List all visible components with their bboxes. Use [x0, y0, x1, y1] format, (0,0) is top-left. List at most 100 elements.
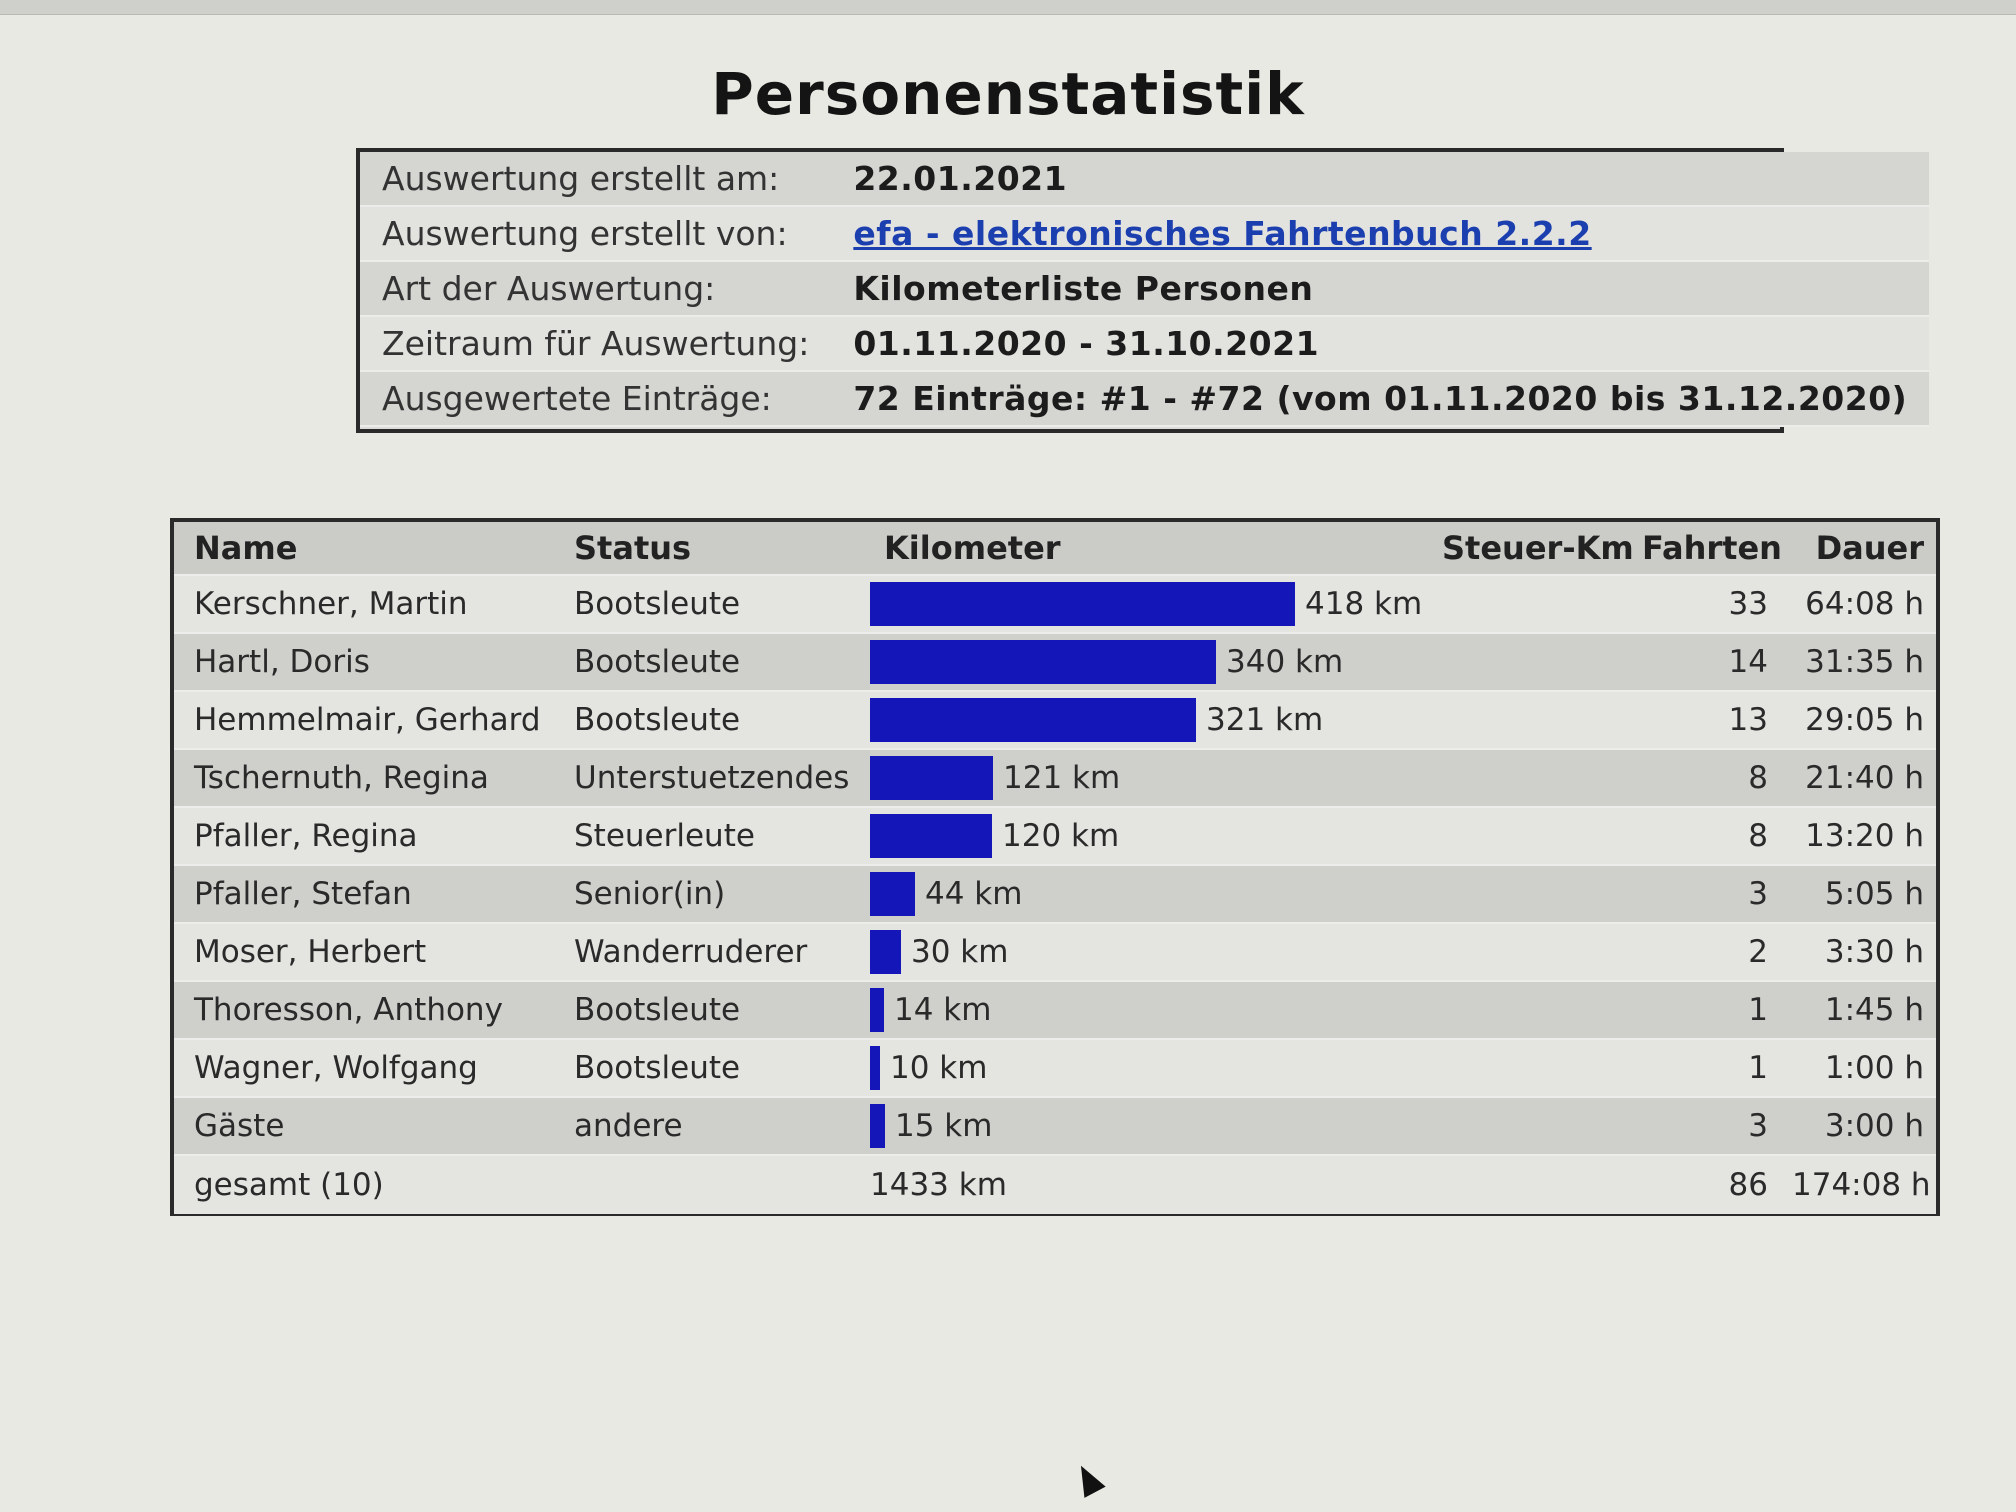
km-bar-wrap: 321 km: [870, 698, 1410, 742]
table-header-row: Name Status Kilometer Steuer-Km Fahrten …: [174, 522, 1936, 575]
fahrten-value: 3: [1630, 1096, 1780, 1155]
column-header-dauer[interactable]: Dauer: [1780, 522, 1936, 575]
info-key: Auswertung erstellt am:: [360, 152, 832, 207]
total-status: [554, 1154, 864, 1214]
km-cell: 14 km: [864, 980, 1430, 1039]
fahrten-value: 13: [1630, 690, 1780, 749]
column-header-name[interactable]: Name: [174, 522, 554, 575]
total-row: gesamt (10) 1433 km 86 174:08 h: [174, 1154, 1936, 1214]
person-status: Bootsleute: [554, 1038, 864, 1097]
info-key: Ausgewertete Einträge:: [360, 371, 832, 427]
page-title: Personenstatistik: [711, 60, 1305, 128]
person-status: Bootsleute: [554, 574, 864, 633]
person-status: Bootsleute: [554, 632, 864, 691]
person-status: Steuerleute: [554, 806, 864, 865]
km-cell: 120 km: [864, 806, 1430, 865]
table-row: Hartl, Doris Bootsleute 340 km 14 31:35 h: [174, 632, 1936, 691]
total-km: 1433 km: [864, 1154, 1430, 1214]
fahrten-value: 1: [1630, 1038, 1780, 1097]
person-status: andere: [554, 1096, 864, 1155]
km-label: 10 km: [890, 1050, 988, 1086]
steuer-km-value: [1430, 980, 1630, 1039]
fahrten-value: 33: [1630, 574, 1780, 633]
steuer-km-value: [1430, 1038, 1630, 1097]
person-name: Pfaller, Regina: [174, 806, 554, 865]
km-bar-wrap: 418 km: [870, 582, 1422, 626]
steuer-km-value: [1430, 748, 1630, 807]
table-row: Moser, Herbert Wanderruderer 30 km 2 3:30 h: [174, 922, 1936, 981]
fahrten-value: 1: [1630, 980, 1780, 1039]
info-key: Zeitraum für Auswertung:: [360, 316, 832, 372]
info-row: Ausgewertete Einträge: 72 Einträge: #1 - …: [360, 371, 1930, 427]
info-row: Auswertung erstellt am: 22.01.2021: [360, 152, 1930, 207]
dauer-value: 29:05 h: [1780, 690, 1936, 749]
person-name: Kerschner, Martin: [174, 574, 554, 633]
person-status: Bootsleute: [554, 690, 864, 749]
total-label: gesamt (10): [174, 1154, 554, 1214]
km-bar: [870, 640, 1216, 684]
dauer-value: 64:08 h: [1780, 574, 1936, 633]
table-row: Pfaller, Regina Steuerleute 120 km 8 13:20 h: [174, 806, 1936, 865]
table-row: Wagner, Wolfgang Bootsleute 10 km 1 1:00 h: [174, 1038, 1936, 1097]
person-name: Tschernuth, Regina: [174, 748, 554, 807]
dauer-value: 5:05 h: [1780, 864, 1936, 923]
km-label: 340 km: [1226, 644, 1344, 680]
km-label: 14 km: [894, 992, 992, 1028]
person-stats-table: Name Status Kilometer Steuer-Km Fahrten …: [174, 522, 1936, 1214]
info-key: Art der Auswertung:: [360, 261, 832, 317]
km-cell: 44 km: [864, 864, 1430, 923]
report-info-table: Auswertung erstellt am: 22.01.2021 Auswert…: [360, 152, 1930, 427]
efa-link[interactable]: efa - elektronisches Fahrtenbuch 2.2.2: [853, 214, 1592, 253]
person-status: Unterstuetzendes: [554, 748, 864, 807]
person-name: Moser, Herbert: [174, 922, 554, 981]
person-name: Hemmelmair, Gerhard: [174, 690, 554, 749]
info-value: Kilometerliste Personen: [831, 261, 1930, 317]
window-top-edge: [0, 0, 2016, 15]
info-row: Auswertung erstellt von: efa - elektronis…: [360, 206, 1930, 262]
person-name: Thoresson, Anthony: [174, 980, 554, 1039]
dauer-value: 3:00 h: [1780, 1096, 1936, 1155]
info-row: Art der Auswertung: Kilometerliste Person…: [360, 261, 1930, 317]
column-header-kilometer[interactable]: Kilometer: [864, 522, 1430, 575]
km-bar: [870, 814, 992, 858]
km-bar-wrap: 120 km: [870, 814, 1410, 858]
person-status: Senior(in): [554, 864, 864, 923]
km-cell: 121 km: [864, 748, 1430, 807]
person-stats-box: Name Status Kilometer Steuer-Km Fahrten …: [170, 518, 1940, 1216]
steuer-km-value: [1430, 574, 1630, 633]
km-bar-wrap: 10 km: [870, 1046, 1410, 1090]
km-bar: [870, 756, 993, 800]
km-cell: 15 km: [864, 1096, 1430, 1155]
km-bar-wrap: 30 km: [870, 930, 1410, 974]
report-info-box: Auswertung erstellt am: 22.01.2021 Auswert…: [356, 148, 1930, 433]
steuer-km-value: [1430, 922, 1630, 981]
person-name: Hartl, Doris: [174, 632, 554, 691]
km-cell: 340 km: [864, 632, 1430, 691]
info-key: Auswertung erstellt von:: [360, 206, 832, 262]
km-bar-wrap: 14 km: [870, 988, 1410, 1032]
km-bar-wrap: 15 km: [870, 1104, 1410, 1148]
fahrten-value: 3: [1630, 864, 1780, 923]
km-label: 321 km: [1206, 702, 1324, 738]
steuer-km-value: [1430, 690, 1630, 749]
steuer-km-value: [1430, 806, 1630, 865]
km-label: 418 km: [1305, 586, 1423, 622]
table-row: Pfaller, Stefan Senior(in) 44 km 3 5:05 h: [174, 864, 1936, 923]
table-row: Kerschner, Martin Bootsleute 418 km 33 64:08…: [174, 574, 1936, 633]
km-cell: 418 km: [864, 574, 1430, 633]
column-header-status[interactable]: Status: [554, 522, 864, 575]
column-header-fahrten[interactable]: Fahrten: [1630, 522, 1782, 575]
table-row: Hemmelmair, Gerhard Bootsleute 321 km 13 29:…: [174, 690, 1936, 749]
km-bar: [870, 582, 1295, 626]
km-bar-wrap: 340 km: [870, 640, 1410, 684]
km-label: 30 km: [911, 934, 1009, 970]
km-label: 121 km: [1003, 760, 1121, 796]
km-cell: 30 km: [864, 922, 1430, 981]
info-row: Zeitraum für Auswertung: 01.11.2020 - 31.…: [360, 316, 1930, 372]
km-label: 44 km: [925, 876, 1023, 912]
column-header-steuer-km[interactable]: Steuer-Km: [1430, 522, 1634, 575]
km-bar-wrap: 44 km: [870, 872, 1410, 916]
km-bar: [870, 988, 884, 1032]
table-row: Gäste andere 15 km 3 3:00 h: [174, 1096, 1936, 1155]
total-fahrten: 86: [1630, 1154, 1780, 1214]
